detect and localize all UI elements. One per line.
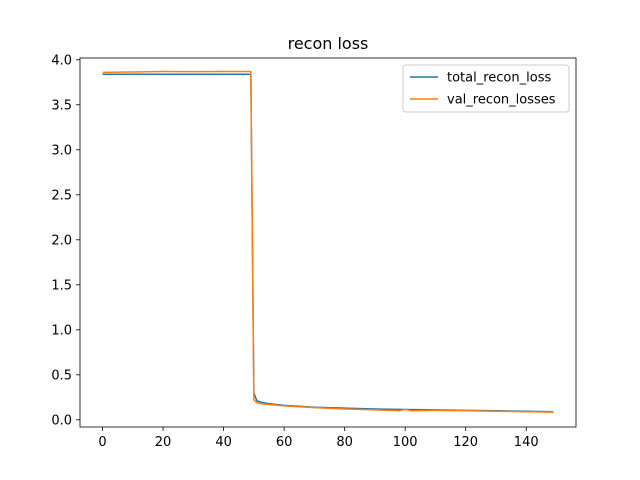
axes-frame — [79, 57, 577, 428]
y-tick-label: 0.0 — [51, 413, 72, 428]
chart-title: recon loss — [288, 34, 369, 53]
series-line-1 — [102, 70, 554, 413]
y-tick-label: 1.0 — [51, 323, 72, 338]
x-tick-label: 120 — [453, 435, 478, 450]
legend-box — [402, 64, 570, 113]
legend-label-1: val_recon_losses — [447, 93, 556, 108]
y-tick-label: 0.5 — [51, 368, 72, 383]
y-tick-label: 2.0 — [51, 233, 72, 248]
x-tick-label: 0 — [98, 435, 106, 450]
legend: total_recon_loss val_recon_losses — [402, 64, 570, 113]
x-tick-label: 140 — [514, 435, 539, 450]
plot-lines — [102, 70, 554, 413]
y-tick-label: 4.0 — [51, 53, 72, 68]
x-tick-label: 60 — [276, 435, 293, 450]
legend-label-0: total_recon_loss — [447, 71, 551, 86]
x-tick-label: 100 — [393, 435, 418, 450]
y-tick-label: 2.5 — [51, 188, 72, 203]
y-tick-label: 3.5 — [51, 98, 72, 113]
x-tick-label: 80 — [336, 435, 353, 450]
axes: 0 20 40 60 80 100 120 140 0.0 0.5 1.0 1.5 2.0 2.5 3.0 3… — [51, 53, 577, 450]
x-tick-label: 20 — [155, 435, 172, 450]
y-tick-label: 3.0 — [51, 143, 72, 158]
y-tick-label: 1.5 — [51, 278, 72, 293]
x-tick-label: 40 — [215, 435, 232, 450]
